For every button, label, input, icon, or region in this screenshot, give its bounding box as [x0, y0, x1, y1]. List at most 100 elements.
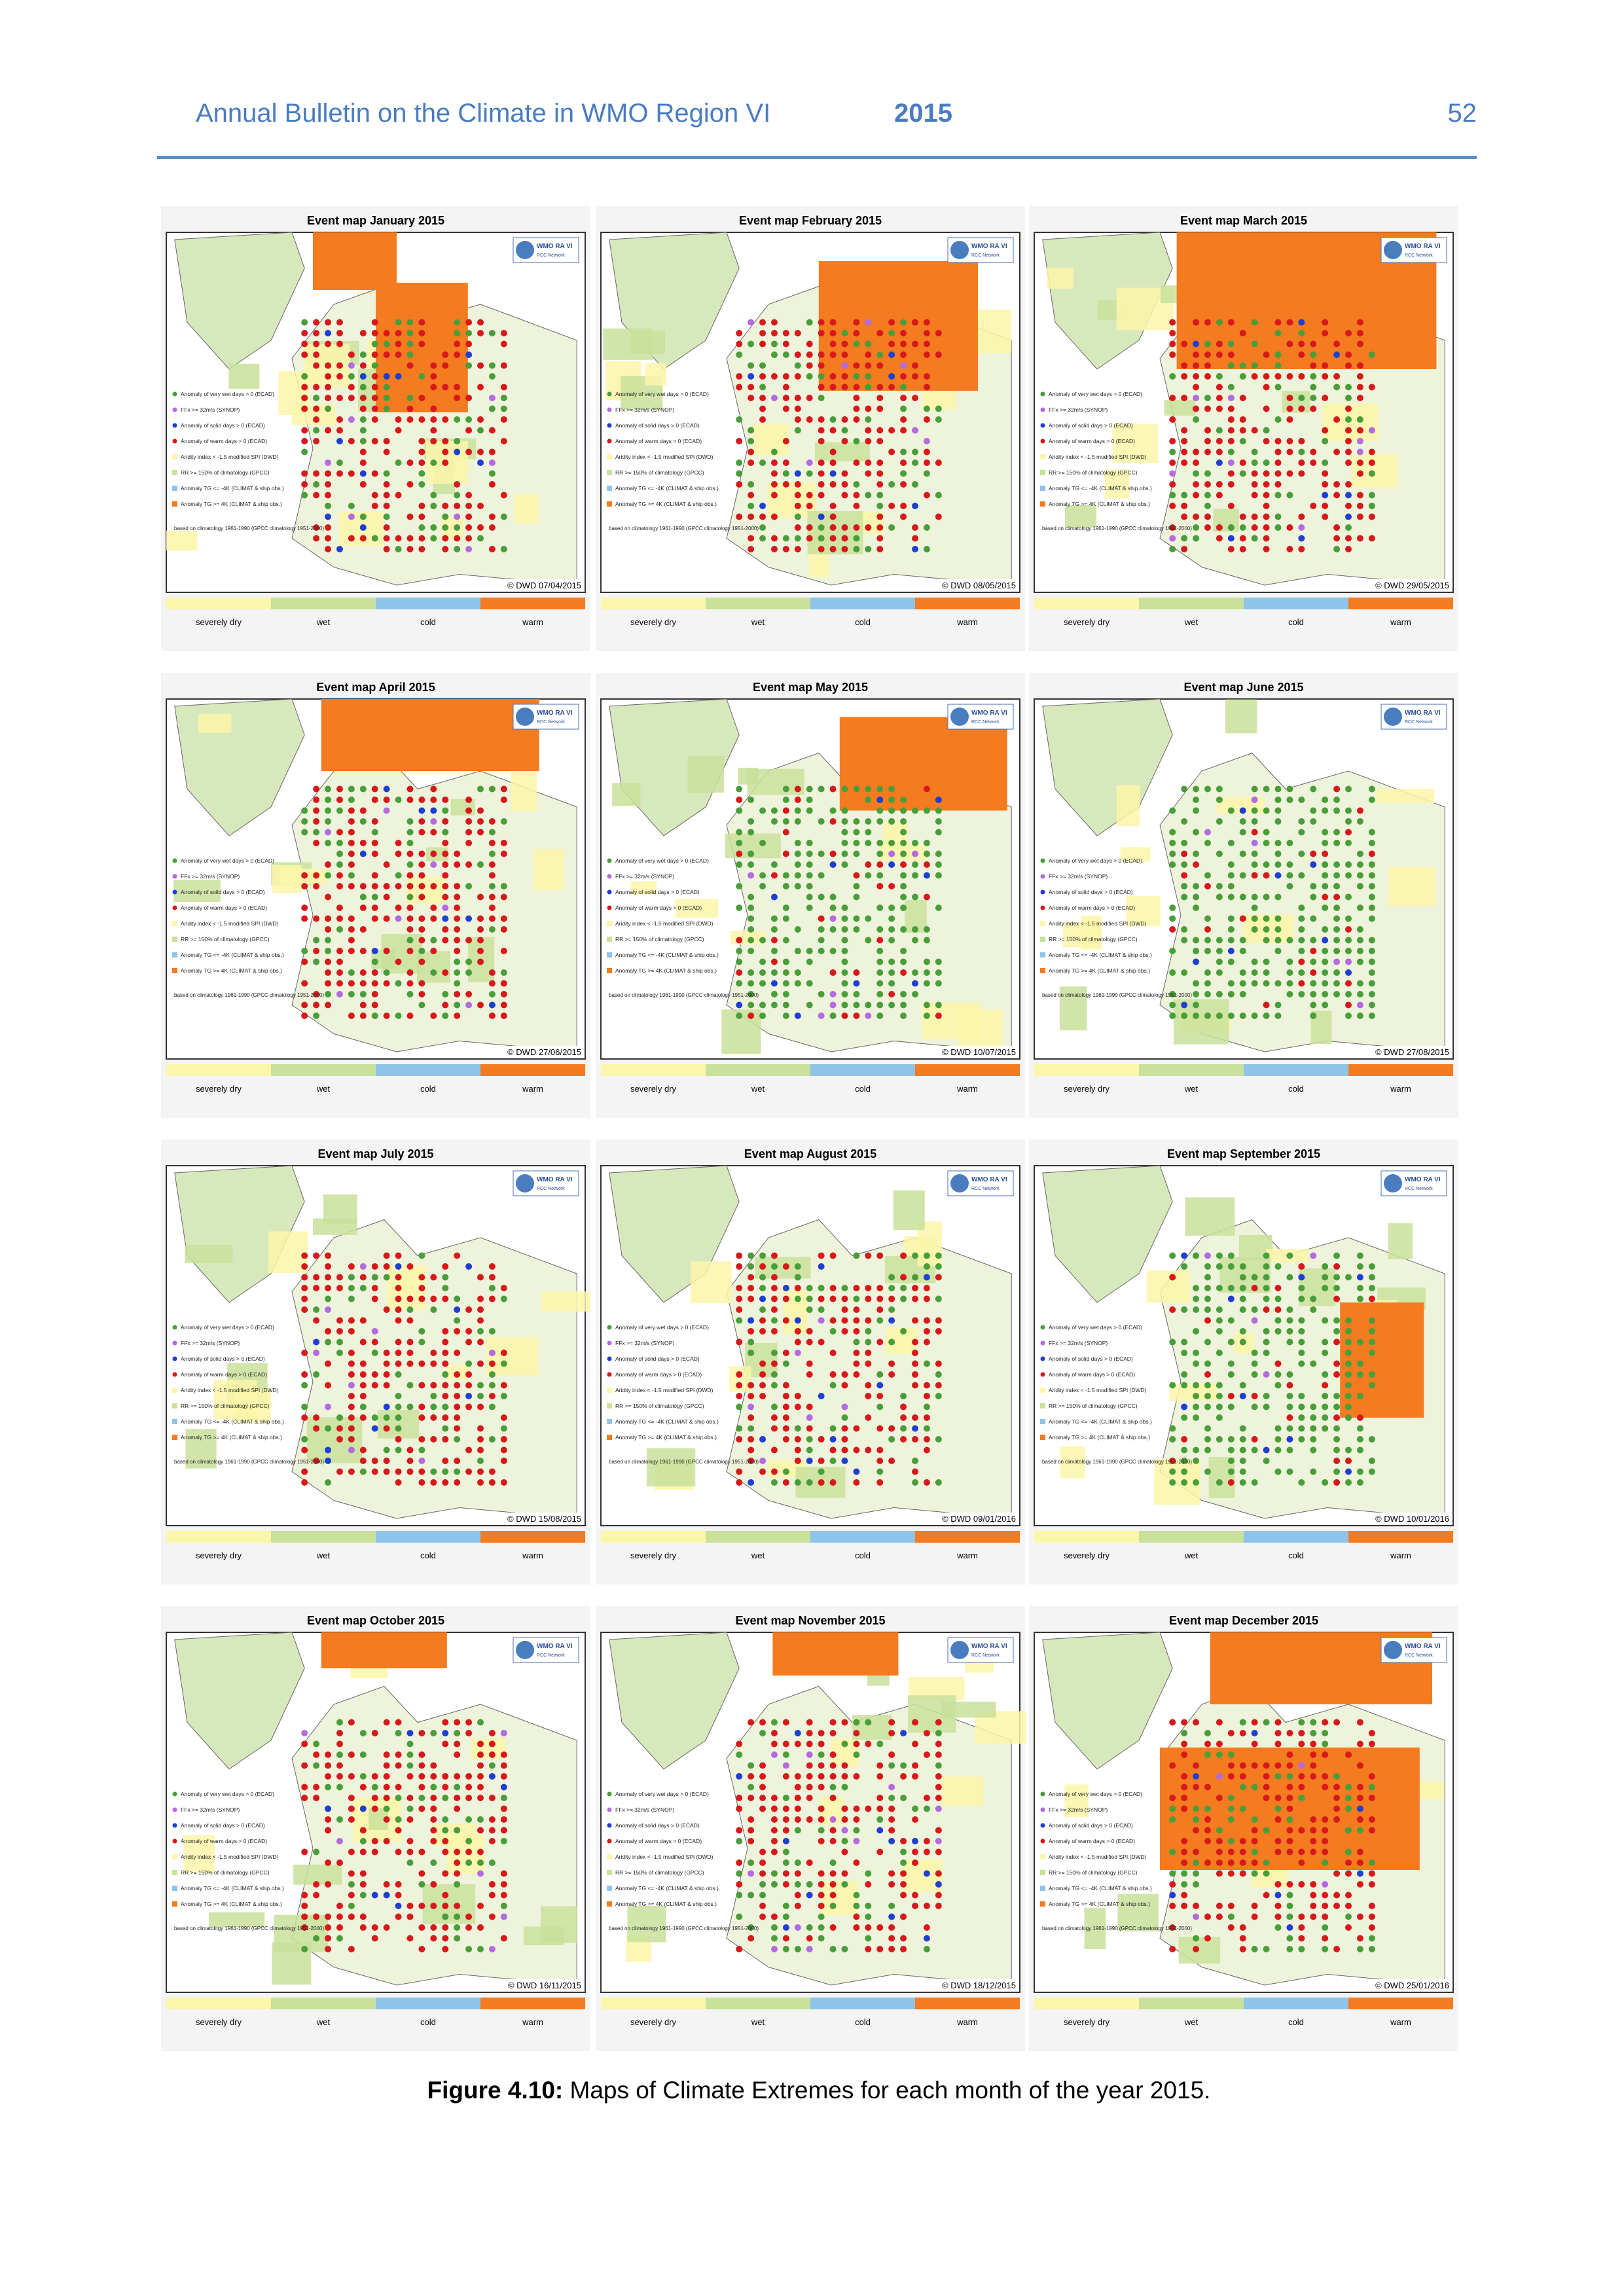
station-dot	[1333, 872, 1341, 879]
station-dot	[1239, 1285, 1246, 1291]
station-dot	[782, 991, 789, 997]
station-dot	[865, 785, 872, 793]
station-dot	[454, 513, 461, 520]
station-dot	[465, 1001, 473, 1009]
station-dot	[1227, 405, 1235, 412]
station-dot	[325, 470, 332, 477]
station-dot	[1333, 481, 1341, 488]
station-dot	[770, 1730, 778, 1736]
station-dot	[430, 1903, 437, 1909]
station-dot	[371, 1458, 378, 1464]
station-dot	[301, 1436, 308, 1443]
precip-patch	[514, 493, 539, 524]
station-dot	[841, 829, 848, 836]
station-dot	[782, 1805, 789, 1812]
station-dot	[1216, 1848, 1223, 1856]
station-dot	[770, 1001, 778, 1009]
station-dot	[1286, 395, 1293, 401]
station-dot	[1298, 1360, 1305, 1367]
station-dot	[1333, 1263, 1341, 1270]
precip-patch	[511, 770, 537, 812]
station-dot	[1333, 416, 1341, 423]
station-dot	[383, 915, 390, 922]
station-dot	[1333, 1317, 1341, 1324]
station-dot	[1322, 797, 1329, 803]
logo-emblem	[516, 1641, 534, 1659]
legend-marker	[172, 1435, 177, 1440]
station-dot	[1263, 1350, 1270, 1356]
station-dot	[1181, 1730, 1188, 1736]
station-dot	[336, 1740, 343, 1748]
station-dot	[888, 797, 895, 803]
station-dot	[1204, 1382, 1211, 1389]
station-dot	[888, 1285, 895, 1291]
station-dot	[1298, 1795, 1305, 1801]
station-dot	[1204, 1784, 1211, 1791]
station-dot	[371, 1013, 378, 1019]
station-dot	[829, 1892, 837, 1899]
station-dot	[1298, 1285, 1305, 1291]
station-dot	[759, 373, 767, 380]
station-dot	[1263, 893, 1270, 901]
station-dot	[876, 840, 884, 846]
station-dot	[1310, 1001, 1317, 1009]
station-dot	[325, 818, 332, 825]
color-bar-segment	[1139, 1998, 1244, 2009]
station-dot	[1345, 1859, 1352, 1866]
station-dot	[1274, 1773, 1282, 1780]
station-dot	[876, 1946, 884, 1952]
station-dot	[759, 1859, 767, 1866]
station-dot	[1274, 438, 1282, 444]
station-dot	[1298, 1848, 1305, 1856]
station-dot	[1169, 1274, 1176, 1281]
station-dot	[736, 1371, 743, 1378]
station-dot	[1310, 373, 1317, 380]
station-dot	[1274, 416, 1282, 423]
station-dot	[1263, 958, 1270, 965]
station-dot	[383, 969, 390, 976]
station-dot	[853, 1295, 860, 1302]
station-dot	[1333, 1295, 1341, 1302]
station-dot	[923, 319, 930, 326]
station-dot	[1251, 1446, 1258, 1454]
station-dot	[1181, 1892, 1188, 1899]
station-dot	[1263, 1892, 1270, 1899]
precip-patch	[893, 1190, 925, 1230]
station-dot	[888, 926, 895, 933]
station-dot	[430, 883, 437, 889]
station-dot	[454, 1306, 461, 1313]
station-dot	[442, 1001, 449, 1009]
station-dot	[829, 330, 837, 336]
station-dot	[1216, 1436, 1223, 1443]
station-dot	[736, 948, 743, 954]
legend-item: Anomaly of warm days > 0 (ECAD)	[1049, 438, 1135, 444]
station-dot	[465, 829, 473, 836]
legend-item: RR >= 150% of climatology (GPCC)	[615, 936, 704, 942]
station-dot	[418, 513, 425, 520]
warm-anomaly	[313, 232, 397, 290]
station-dot	[1263, 1403, 1270, 1410]
station-dot	[477, 1859, 484, 1866]
station-dot	[935, 958, 942, 965]
station-dot	[1286, 1425, 1293, 1432]
legend-marker	[607, 1854, 612, 1859]
station-dot	[465, 448, 473, 456]
station-dot	[1368, 1903, 1375, 1909]
station-dot	[1193, 1295, 1200, 1302]
station-dot	[477, 1425, 484, 1432]
station-dot	[759, 1328, 767, 1335]
station-dot	[325, 969, 332, 976]
legend-item: FFx >= 32m/s (SYNOP)	[1049, 406, 1108, 413]
station-dot	[935, 872, 942, 879]
station-dot	[1345, 958, 1352, 965]
station-dot	[500, 395, 507, 401]
station-dot	[488, 395, 496, 401]
station-dot	[900, 459, 907, 466]
station-dot	[888, 969, 895, 976]
station-dot	[818, 470, 825, 477]
station-dot	[430, 1295, 437, 1302]
station-dot	[430, 1730, 437, 1736]
station-dot	[500, 405, 507, 412]
station-dot	[865, 492, 872, 499]
